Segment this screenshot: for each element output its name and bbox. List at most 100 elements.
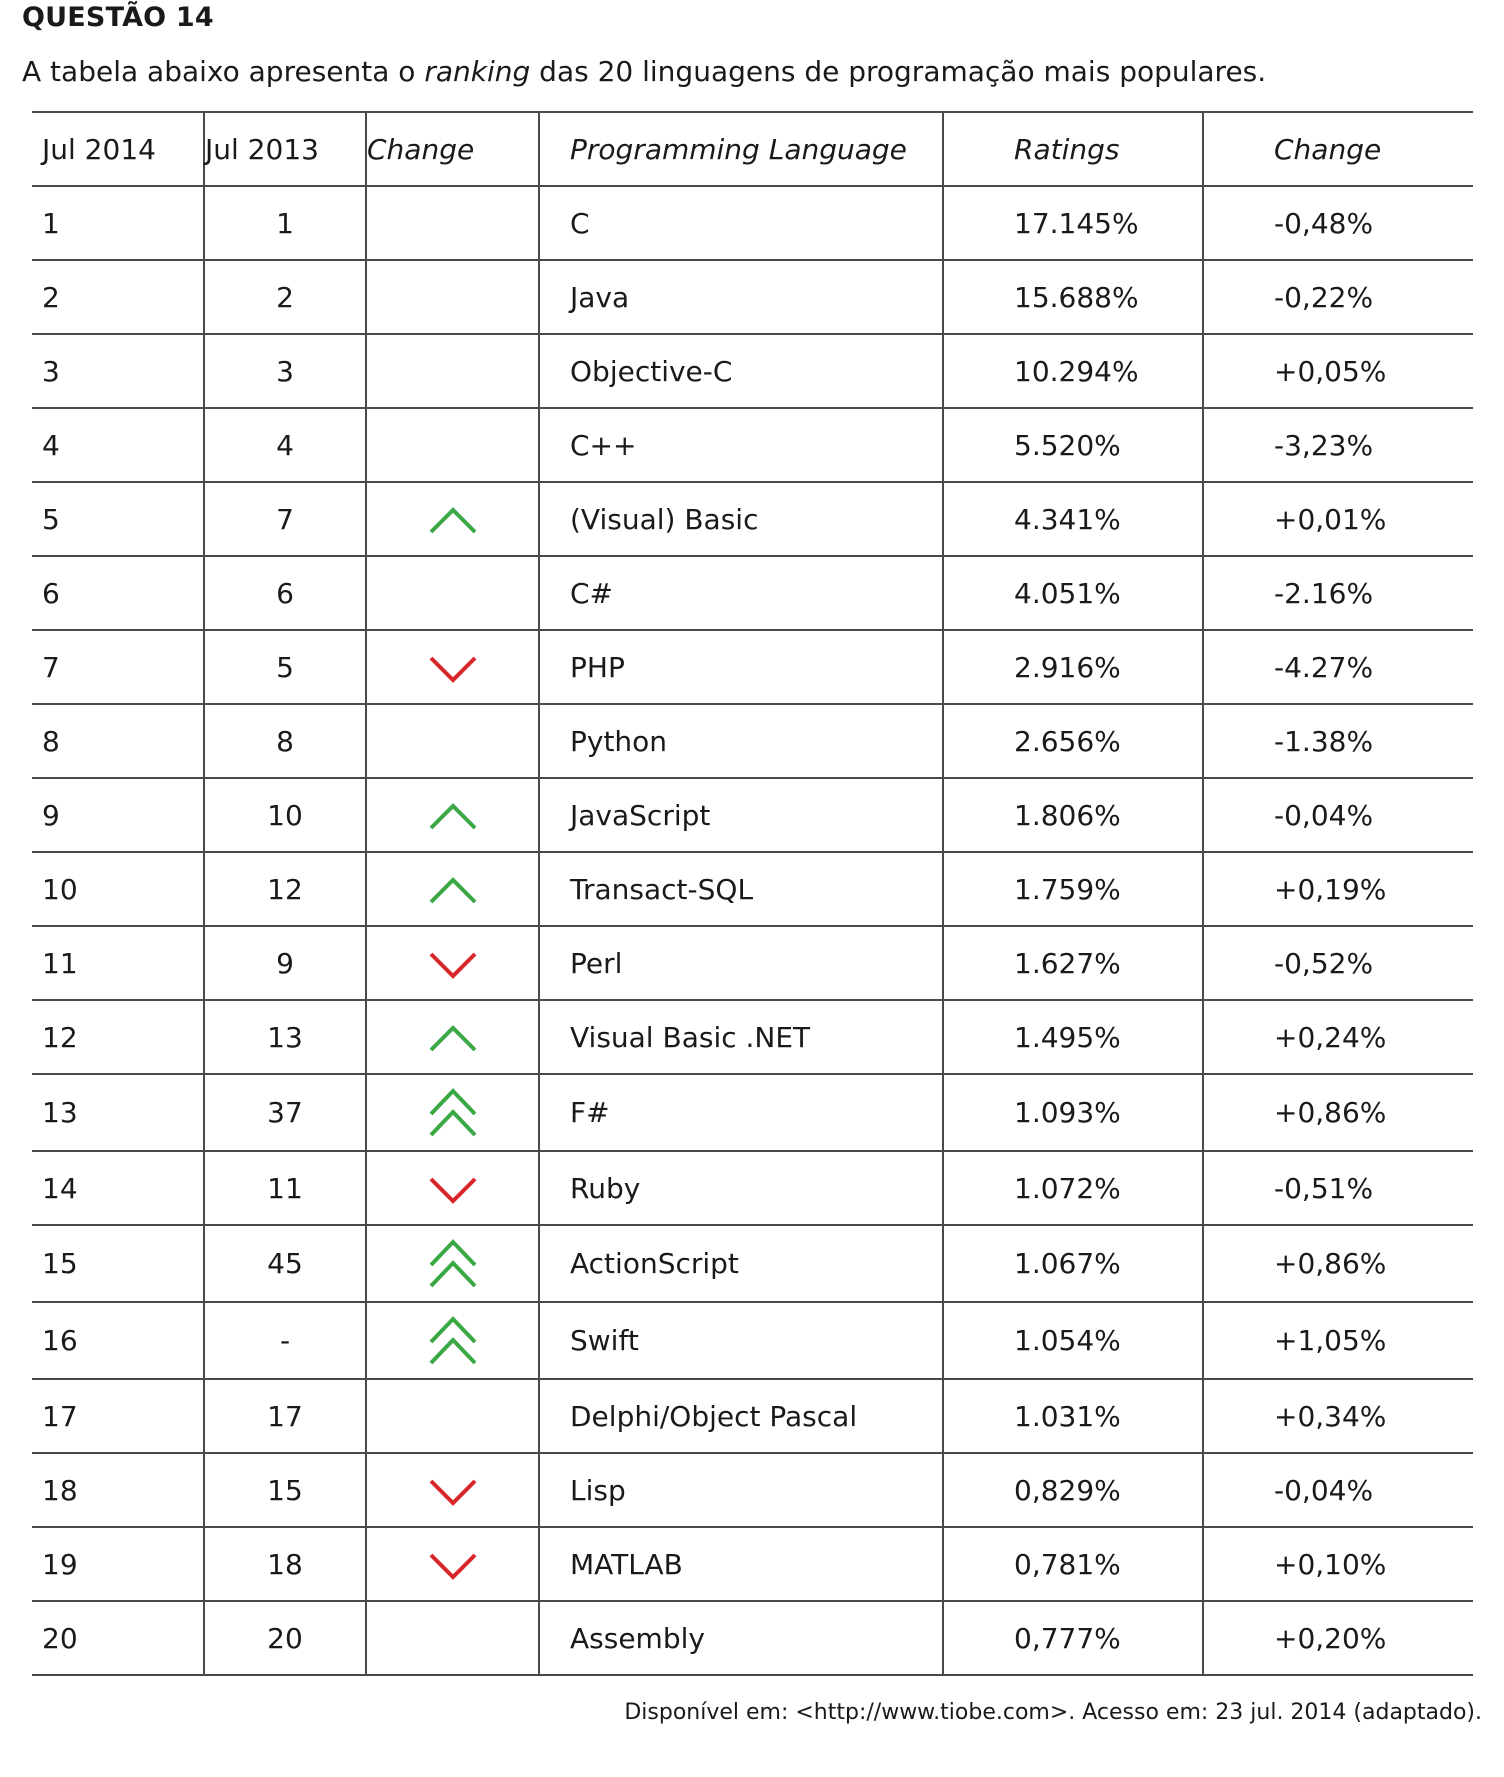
cell-jul-2014: 11	[32, 926, 204, 1001]
cell-rating: 0,781%	[942, 1527, 1203, 1602]
cell-rating: 17.145%	[942, 186, 1203, 261]
header-ratings: Ratings	[942, 111, 1203, 187]
cell-rating: 1.495%	[942, 1000, 1203, 1075]
cell-rating: 4.051%	[942, 556, 1203, 631]
cell-jul-2013: 20	[203, 1601, 366, 1676]
cell-trend	[365, 1302, 539, 1380]
cell-trend	[365, 704, 539, 779]
intro-emphasis: ranking	[424, 55, 531, 88]
cell-jul-2013: 18	[203, 1527, 366, 1602]
cell-rating: 4.341%	[942, 482, 1203, 557]
cell-trend	[365, 778, 539, 853]
cell-jul-2014: 14	[32, 1151, 204, 1226]
cell-rating: 1.806%	[942, 778, 1203, 853]
trend-up-icon	[429, 1024, 476, 1051]
table-body: 1 1 C 17.145% -0,48% 2 2 Java 15.688% -0,22% 3 3 Obj…	[32, 186, 1473, 1676]
cell-trend	[365, 1601, 539, 1676]
cell-jul-2014: 10	[32, 852, 204, 927]
table-row: 6 6 C# 4.051% -2.16%	[32, 556, 1473, 631]
cell-trend	[365, 1000, 539, 1075]
cell-rating: 1.759%	[942, 852, 1203, 927]
trend-up-icon	[429, 876, 476, 903]
table-row: 2 2 Java 15.688% -0,22%	[32, 260, 1473, 335]
cell-language: Objective-C	[538, 334, 943, 409]
table-row: 11 9 Perl 1.627% -0,52%	[32, 926, 1473, 1001]
cell-change: +0,19%	[1202, 852, 1473, 927]
cell-change: -4.27%	[1202, 630, 1473, 705]
cell-change: +0,24%	[1202, 1000, 1473, 1075]
cell-trend	[365, 1453, 539, 1528]
trend-down-icon	[429, 1553, 476, 1580]
cell-jul-2013: 2	[203, 260, 366, 335]
cell-language: Visual Basic .NET	[538, 1000, 943, 1075]
cell-trend	[365, 334, 539, 409]
table-row: 9 10 JavaScript 1.806% -0,04%	[32, 778, 1473, 853]
table-row: 19 18 MATLAB 0,781% +0,10%	[32, 1527, 1473, 1602]
cell-change: -0,22%	[1202, 260, 1473, 335]
trend-double-up-icon	[429, 1238, 476, 1287]
cell-change: -0,04%	[1202, 1453, 1473, 1528]
trend-down-icon	[429, 1177, 476, 1204]
table-row: 20 20 Assembly 0,777% +0,20%	[32, 1601, 1473, 1676]
cell-trend	[365, 1151, 539, 1226]
table-row: 13 37 F# 1.093% +0,86%	[32, 1074, 1473, 1152]
header-jul-2013: Jul 2013	[203, 111, 366, 187]
cell-change: -0,51%	[1202, 1151, 1473, 1226]
cell-jul-2014: 1	[32, 186, 204, 261]
cell-language: Transact-SQL	[538, 852, 943, 927]
cell-jul-2014: 13	[32, 1074, 204, 1152]
cell-jul-2013: 4	[203, 408, 366, 483]
cell-trend	[365, 556, 539, 631]
cell-change: +0,86%	[1202, 1074, 1473, 1152]
cell-language: MATLAB	[538, 1527, 943, 1602]
cell-jul-2013: 45	[203, 1225, 366, 1303]
cell-jul-2014: 2	[32, 260, 204, 335]
header-change-rating: Change	[1202, 111, 1473, 187]
table-row: 3 3 Objective-C 10.294% +0,05%	[32, 334, 1473, 409]
cell-language: Ruby	[538, 1151, 943, 1226]
cell-language: C	[538, 186, 943, 261]
cell-jul-2013: 1	[203, 186, 366, 261]
cell-language: PHP	[538, 630, 943, 705]
cell-language: Assembly	[538, 1601, 943, 1676]
cell-language: Python	[538, 704, 943, 779]
question-title: QUESTÃO 14	[22, 2, 214, 33]
cell-jul-2013: 10	[203, 778, 366, 853]
cell-rating: 0,777%	[942, 1601, 1203, 1676]
table-row: 8 8 Python 2.656% -1.38%	[32, 704, 1473, 779]
cell-trend	[365, 1527, 539, 1602]
trend-down-icon	[429, 952, 476, 979]
cell-trend	[365, 1225, 539, 1303]
trend-double-up-icon	[429, 1087, 476, 1136]
source-citation: Disponível em: <http://www.tiobe.com>. A…	[624, 1700, 1482, 1725]
cell-jul-2014: 12	[32, 1000, 204, 1075]
cell-jul-2014: 7	[32, 630, 204, 705]
cell-trend	[365, 926, 539, 1001]
cell-jul-2014: 16	[32, 1302, 204, 1380]
cell-language: F#	[538, 1074, 943, 1152]
cell-jul-2014: 4	[32, 408, 204, 483]
cell-jul-2014: 8	[32, 704, 204, 779]
cell-change: +1,05%	[1202, 1302, 1473, 1380]
cell-change: -3,23%	[1202, 408, 1473, 483]
cell-rating: 1.031%	[942, 1379, 1203, 1454]
cell-rating: 15.688%	[942, 260, 1203, 335]
cell-trend	[365, 260, 539, 335]
trend-double-up-icon	[429, 1315, 476, 1364]
cell-trend	[365, 852, 539, 927]
trend-up-icon	[429, 506, 476, 533]
cell-jul-2013: -	[203, 1302, 366, 1380]
cell-trend	[365, 186, 539, 261]
cell-language: Lisp	[538, 1453, 943, 1528]
trend-down-icon	[429, 656, 476, 683]
cell-jul-2014: 6	[32, 556, 204, 631]
table-row: 1 1 C 17.145% -0,48%	[32, 186, 1473, 261]
cell-change: -1.38%	[1202, 704, 1473, 779]
table-row: 10 12 Transact-SQL 1.759% +0,19%	[32, 852, 1473, 927]
cell-jul-2013: 3	[203, 334, 366, 409]
cell-jul-2013: 5	[203, 630, 366, 705]
cell-language: Swift	[538, 1302, 943, 1380]
cell-trend	[365, 1379, 539, 1454]
table-row: 17 17 Delphi/Object Pascal 1.031% +0,34%	[32, 1379, 1473, 1454]
cell-change: -2.16%	[1202, 556, 1473, 631]
